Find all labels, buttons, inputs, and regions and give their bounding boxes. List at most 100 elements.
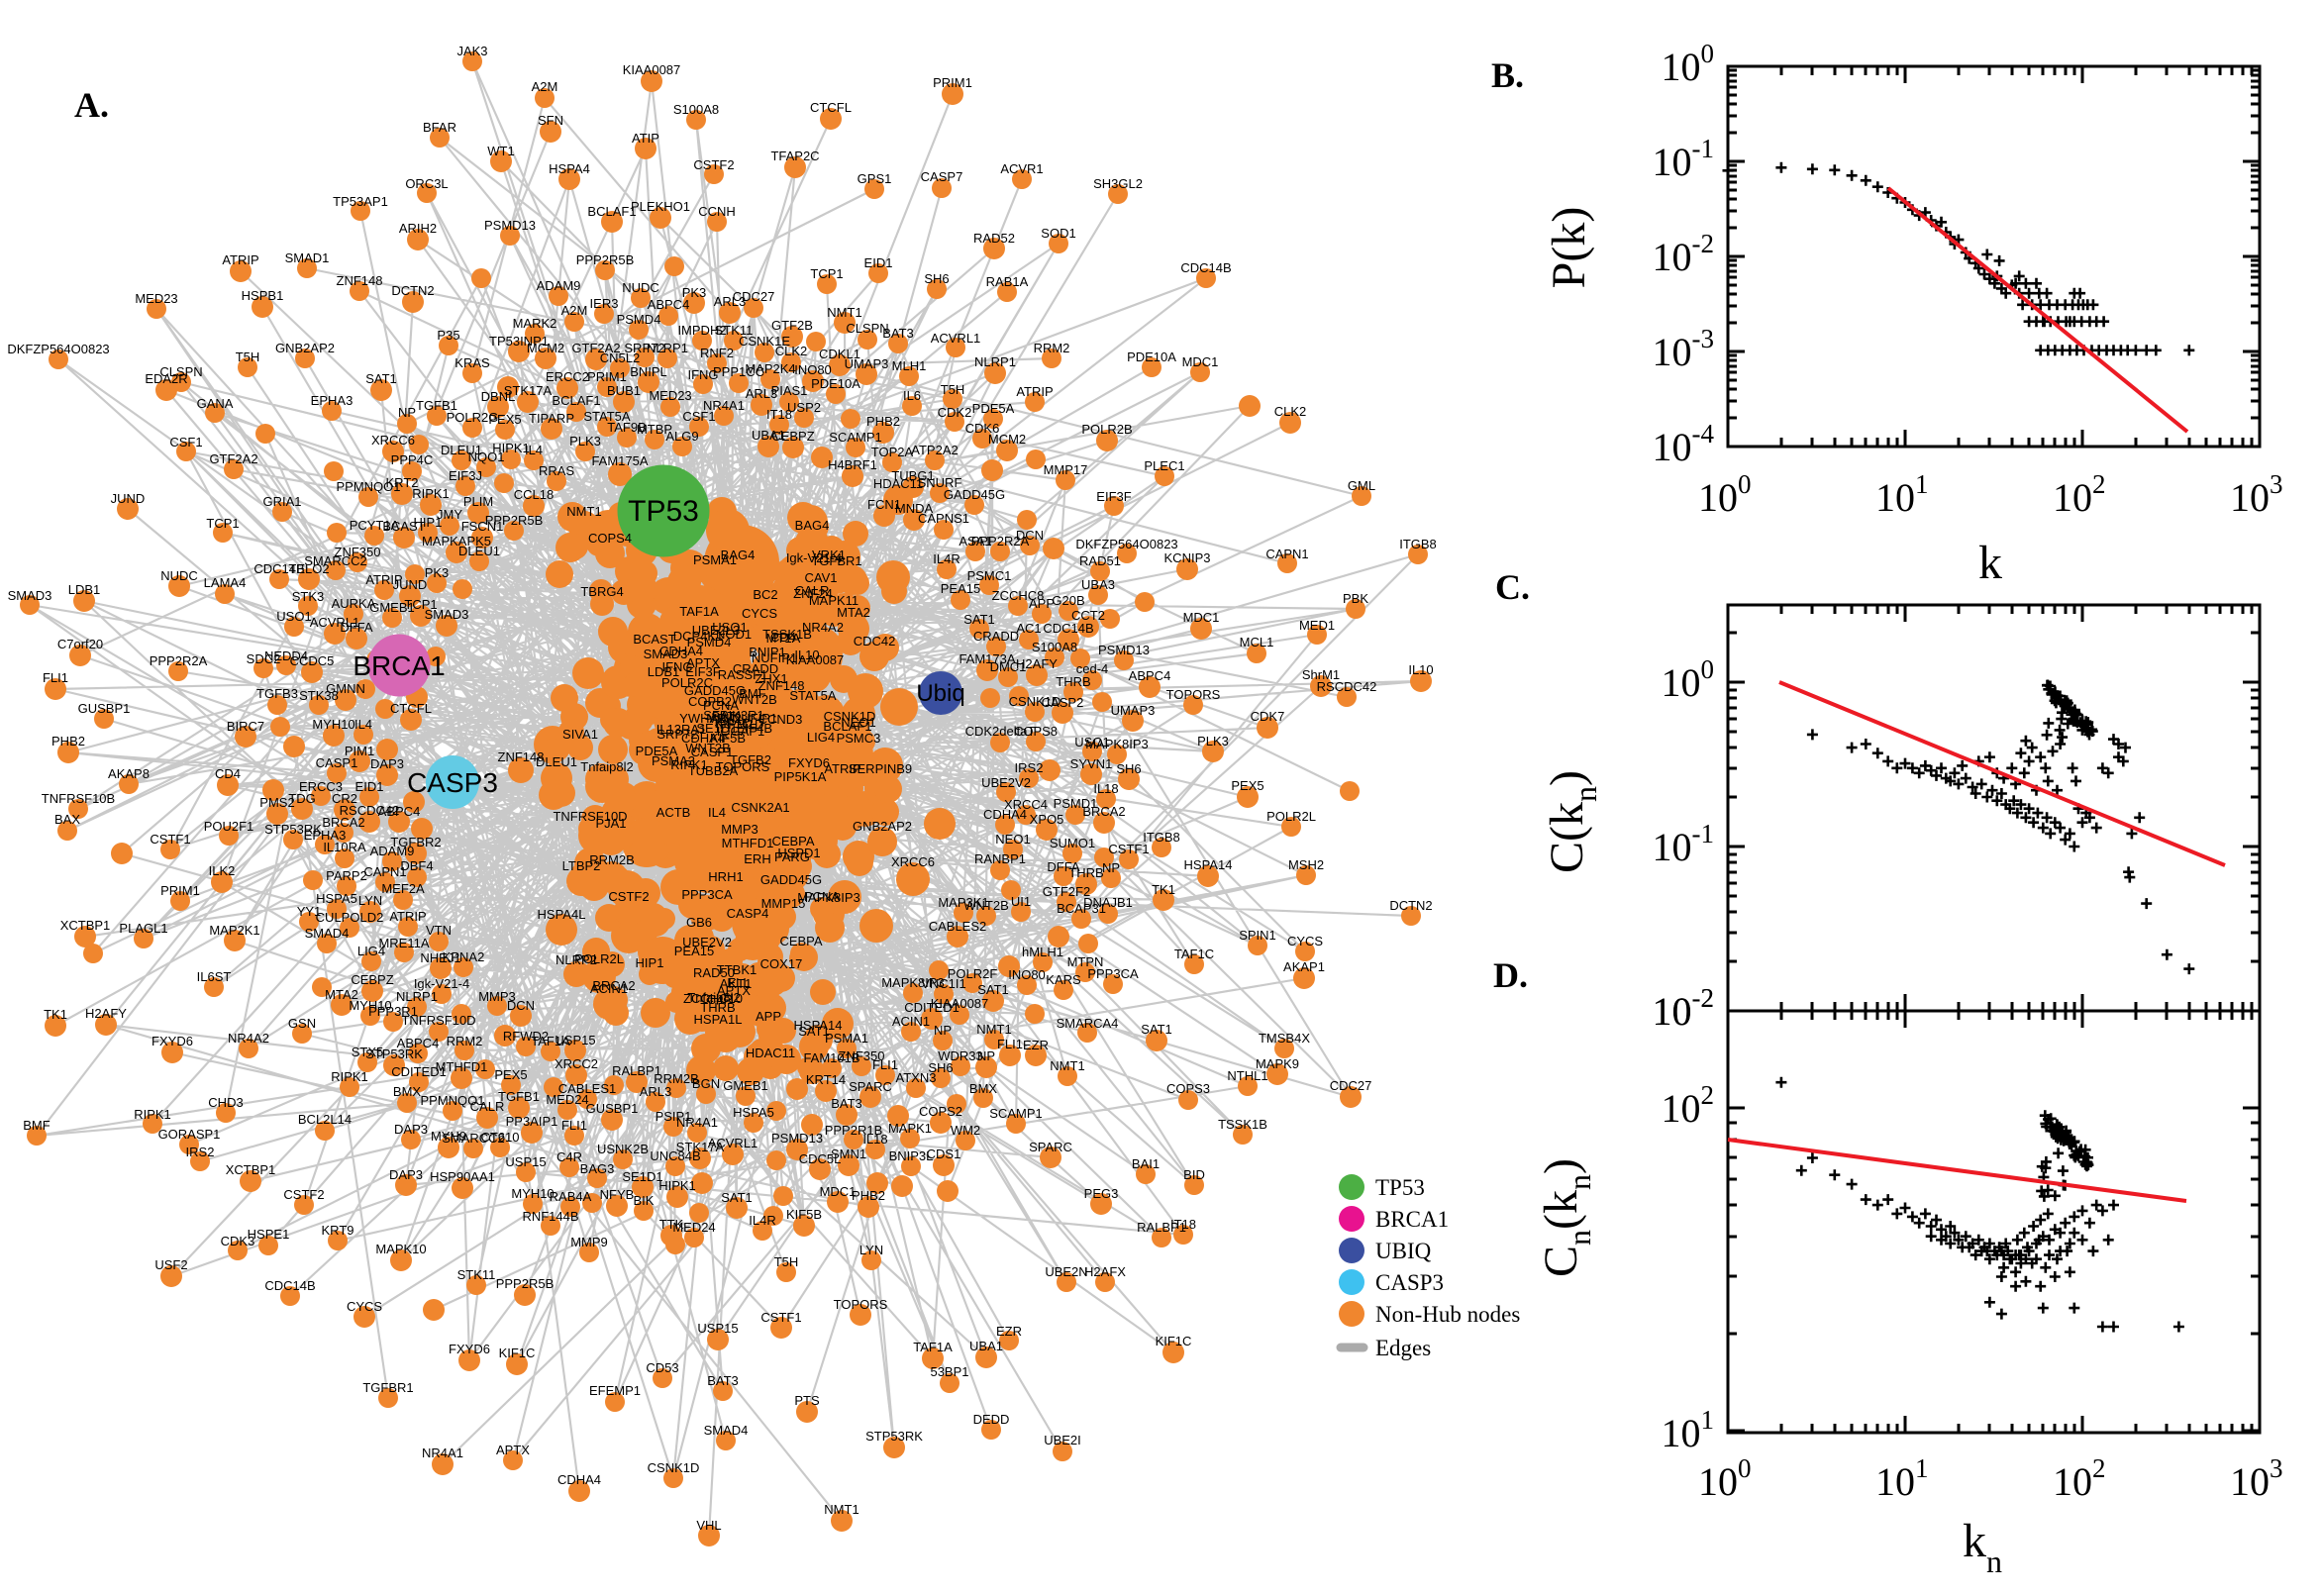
svg-text:ABPC4: ABPC4: [1129, 668, 1171, 683]
svg-text:PPP4C: PPP4C: [391, 452, 434, 467]
svg-text:ILK2: ILK2: [209, 863, 236, 878]
svg-text:CDC14B: CDC14B: [1180, 260, 1231, 275]
svg-text:SE1D1: SE1D1: [622, 1169, 662, 1184]
svg-text:MAP3K1: MAP3K1: [938, 895, 988, 910]
svg-text:MED24: MED24: [672, 1220, 715, 1235]
svg-text:MTA2: MTA2: [325, 987, 358, 1002]
svg-text:ELL: ELL: [727, 975, 750, 990]
svg-text:MTBP: MTBP: [637, 422, 672, 437]
svg-text:B.: B.: [1491, 55, 1524, 95]
svg-text:PK3: PK3: [682, 285, 707, 300]
svg-text:PEA15: PEA15: [674, 944, 714, 958]
svg-text:BMX: BMX: [969, 1081, 998, 1096]
svg-text:PDE5A: PDE5A: [972, 401, 1015, 416]
svg-text:GUSBP1: GUSBP1: [78, 701, 131, 716]
svg-text:IL18: IL18: [1093, 781, 1118, 796]
svg-text:VTN: VTN: [426, 923, 452, 938]
svg-text:PHB2: PHB2: [51, 734, 85, 748]
svg-text:MTPN: MTPN: [1067, 954, 1104, 969]
svg-text:MAPK8IP3: MAPK8IP3: [797, 890, 860, 905]
svg-text:DBNL: DBNL: [481, 389, 516, 404]
svg-text:LYN: LYN: [358, 893, 382, 908]
svg-text:PLIM: PLIM: [463, 494, 493, 509]
svg-text:BAT3: BAT3: [707, 1373, 739, 1388]
svg-text:LDB1: LDB1: [68, 582, 101, 597]
svg-text:SNURF: SNURF: [918, 475, 962, 490]
svg-text:GB6: GB6: [686, 915, 712, 930]
svg-text:DKFZP564O0823: DKFZP564O0823: [7, 342, 109, 356]
svg-text:DEDD: DEDD: [973, 1412, 1010, 1427]
svg-text:VRK1: VRK1: [812, 548, 846, 562]
svg-text:PPP2R1B: PPP2R1B: [825, 1123, 883, 1138]
svg-text:BRCA1: BRCA1: [353, 650, 445, 681]
svg-text:THRB: THRB: [1068, 865, 1103, 880]
svg-text:NR4A2: NR4A2: [802, 620, 844, 635]
svg-text:CABLES2: CABLES2: [929, 919, 987, 934]
svg-text:BAG3: BAG3: [580, 1161, 615, 1176]
svg-text:CSTF2: CSTF2: [608, 889, 649, 904]
svg-text:ZNF148: ZNF148: [758, 678, 805, 693]
svg-text:SIVA1: SIVA1: [562, 727, 598, 742]
svg-text:CTCFL: CTCFL: [810, 100, 852, 115]
svg-text:H4BRF1: H4BRF1: [828, 457, 877, 472]
svg-text:T5H: T5H: [236, 349, 260, 364]
svg-text:TELO2: TELO2: [288, 561, 329, 576]
svg-text:ABPC4: ABPC4: [397, 1036, 440, 1050]
svg-text:H2AFX: H2AFX: [1084, 1264, 1126, 1279]
svg-text:TGFBR1: TGFBR1: [811, 553, 861, 568]
svg-text:KCNIP3: KCNIP3: [1164, 550, 1211, 565]
svg-text:TGFBR2: TGFBR2: [390, 835, 441, 849]
svg-text:DCN: DCN: [1016, 528, 1044, 543]
svg-text:PDE10A: PDE10A: [811, 376, 860, 391]
svg-text:APP: APP: [1029, 596, 1055, 611]
svg-text:TOPORS: TOPORS: [716, 759, 770, 774]
svg-text:SFN: SFN: [538, 113, 563, 128]
svg-text:BIK: BIK: [634, 1193, 655, 1208]
svg-text:103: 103: [2230, 469, 2283, 520]
svg-text:HSPA14: HSPA14: [794, 1018, 843, 1033]
svg-text:PLK3: PLK3: [569, 434, 601, 449]
svg-text:STK17A: STK17A: [676, 1140, 725, 1154]
svg-text:POLR2B: POLR2B: [1081, 422, 1132, 437]
svg-text:PDE10A: PDE10A: [1127, 349, 1176, 364]
svg-text:UBE2N: UBE2N: [1045, 1264, 1087, 1279]
svg-text:HSPA5: HSPA5: [316, 891, 357, 906]
svg-text:GTF2F2: GTF2F2: [1043, 884, 1090, 899]
svg-text:MED24: MED24: [546, 1092, 588, 1107]
svg-text:RIPK1: RIPK1: [331, 1069, 368, 1084]
svg-text:IL10: IL10: [794, 648, 819, 662]
svg-text:BAG4: BAG4: [721, 548, 756, 562]
svg-text:CAPNS1: CAPNS1: [918, 511, 969, 526]
svg-text:WNT2B: WNT2B: [963, 898, 1009, 913]
svg-text:SH6: SH6: [1116, 761, 1141, 776]
svg-text:DLEU1: DLEU1: [536, 754, 577, 769]
svg-text:GANA: GANA: [197, 396, 234, 411]
svg-text:PP3AIP1: PP3AIP1: [506, 1114, 558, 1129]
svg-text:TNFRSF10D: TNFRSF10D: [401, 1013, 475, 1028]
svg-text:DCTN2: DCTN2: [391, 283, 434, 298]
svg-text:SRP72: SRP72: [656, 727, 697, 742]
svg-text:LTBP2: LTBP2: [562, 858, 601, 873]
svg-text:DMC1: DMC1: [990, 659, 1027, 674]
svg-text:HSPE1: HSPE1: [248, 1227, 290, 1242]
svg-text:PPMNQO1: PPMNQO1: [420, 1093, 484, 1108]
svg-text:GORASP1: GORASP1: [158, 1127, 221, 1142]
svg-text:RAB1A: RAB1A: [986, 274, 1029, 289]
svg-text:MAPK10: MAPK10: [375, 1242, 426, 1256]
svg-text:PIP5K1A: PIP5K1A: [774, 769, 827, 784]
svg-text:NP: NP: [398, 405, 416, 420]
svg-text:H2AFY: H2AFY: [85, 1006, 127, 1021]
svg-text:CYCS: CYCS: [742, 606, 777, 621]
svg-text:CLSPN: CLSPN: [159, 364, 202, 379]
svg-text:CALR: CALR: [795, 583, 830, 598]
svg-text:ADAM9: ADAM9: [537, 278, 581, 293]
svg-text:H2AFY: H2AFY: [1016, 656, 1058, 671]
svg-text:PDE5A: PDE5A: [636, 744, 678, 758]
svg-text:k: k: [1978, 537, 2002, 589]
svg-text:SMARCA4: SMARCA4: [1057, 1016, 1119, 1031]
svg-text:KRT9: KRT9: [322, 1223, 354, 1238]
svg-text:IER3: IER3: [590, 296, 619, 311]
svg-text:APP: APP: [756, 1009, 781, 1024]
svg-text:CDITED1: CDITED1: [391, 1064, 447, 1079]
svg-text:CASP2: CASP2: [1042, 695, 1084, 710]
